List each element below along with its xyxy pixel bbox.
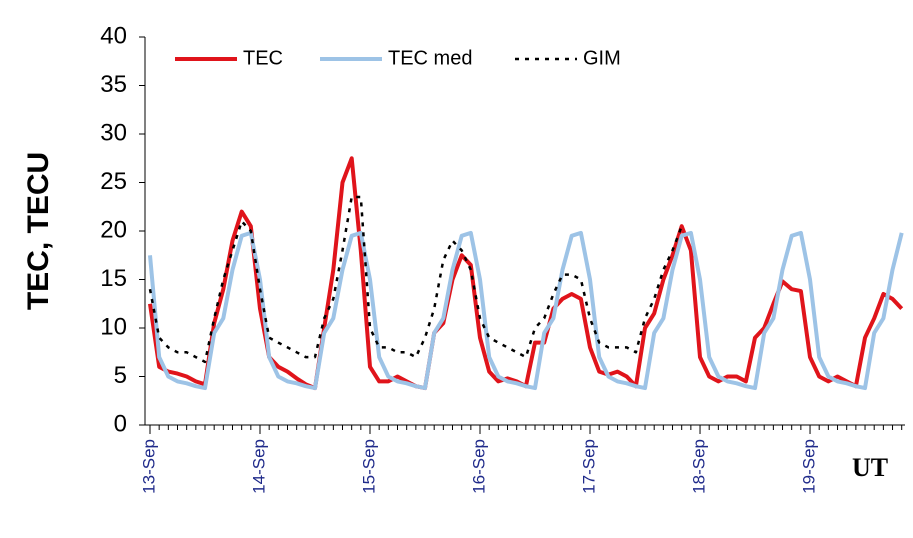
y-tick-label: 0	[114, 410, 127, 437]
x-tick-label: 14-Sep	[249, 439, 268, 494]
y-tick-label: 15	[100, 265, 127, 292]
y-axis-label: TEC, TECU	[22, 152, 55, 310]
legend-label: TEC med	[388, 47, 472, 69]
y-tick-label: 30	[100, 119, 127, 146]
series-line	[148, 230, 904, 391]
y-tick-label: 25	[100, 168, 127, 195]
series-line	[148, 156, 904, 391]
legend-label: GIM	[583, 47, 621, 69]
x-tick-label: 17-Sep	[580, 439, 599, 494]
legend-label: TEC	[243, 47, 283, 69]
y-tick-label: 20	[100, 216, 127, 243]
x-tick-label: 16-Sep	[469, 439, 488, 494]
y-tick-label: 10	[100, 313, 127, 340]
x-tick-label: 15-Sep	[359, 439, 378, 494]
x-tick-label: 13-Sep	[139, 439, 158, 494]
y-tick-label: 5	[114, 362, 127, 389]
x-tick-label: 18-Sep	[690, 439, 709, 494]
x-axis-label: UT	[852, 453, 888, 482]
y-tick-label: 35	[100, 71, 127, 98]
x-tick-label: 19-Sep	[800, 439, 819, 494]
y-tick-label: 40	[100, 22, 127, 49]
